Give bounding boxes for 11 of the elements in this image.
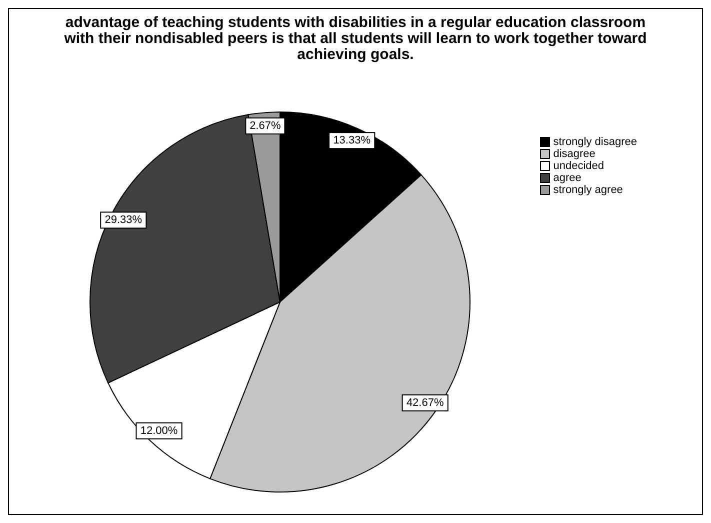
chart-title: advantage of teaching students with disabilities in a regular education classroom with their nondisabled peers is that all students will learn to work together toward achieving goals. — [63, 13, 648, 65]
legend-label: undecided — [553, 160, 604, 172]
data-label: 29.33% — [104, 214, 142, 226]
data-label: 12.00% — [140, 424, 178, 437]
data-label: 13.33% — [333, 134, 371, 147]
legend-label: strongly agree — [553, 184, 623, 196]
data-label: 2.67% — [250, 120, 282, 132]
legend-label: agree — [553, 172, 582, 184]
legend-label: strongly disagree — [553, 136, 637, 148]
data-label: 42.67% — [406, 396, 444, 409]
legend-label: disagree — [553, 148, 596, 160]
